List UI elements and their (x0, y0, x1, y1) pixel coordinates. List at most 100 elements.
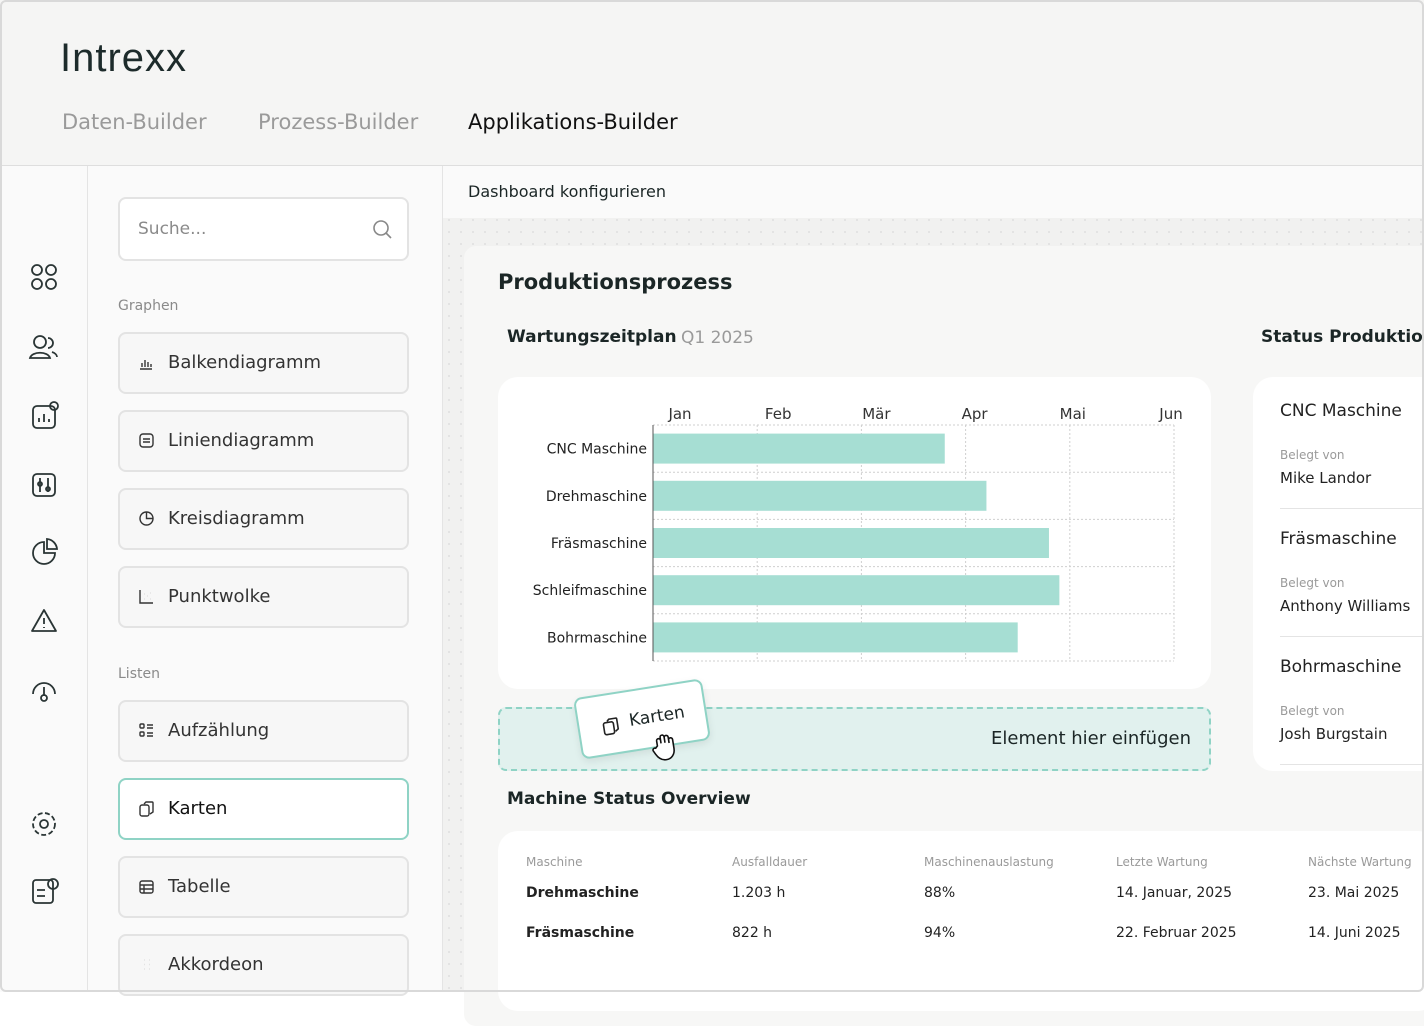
logo[interactable]: Intrexx (60, 36, 188, 80)
item-icon (139, 433, 154, 448)
table-cell: 94% (924, 925, 956, 941)
element-item[interactable]: Balkendiagramm (118, 332, 409, 394)
bar (653, 528, 1049, 558)
item-icon (139, 590, 153, 604)
status-name: Fräsmaschine (1280, 529, 1397, 549)
icon-tasks[interactable] (32, 878, 59, 904)
status-box: CNC Maschine Belegt von Mike Landor Fräsmas… (1253, 377, 1424, 771)
element-item[interactable]: Kreisdiagramm (118, 488, 409, 550)
y-tick-label: Schleifmaschine (533, 583, 647, 599)
table-cell: 88% (924, 885, 956, 901)
table-cell: Drehmaschine (526, 885, 639, 901)
x-tick-label: Feb (765, 405, 792, 423)
item-label: Balkendiagramm (168, 352, 322, 373)
page: Intrexx {"header": {"logo": "Intrexx", "… (0, 0, 1424, 996)
item-label: Karten (168, 798, 228, 819)
status-label: Belegt von (1280, 448, 1345, 462)
app: Intrexx Daten-Builder Prozess-Builder Ap… (0, 0, 1424, 996)
item-icon (140, 360, 152, 370)
table-header: Letzte Wartung (1116, 855, 1208, 869)
element-item[interactable]: Akkordeon (118, 934, 409, 996)
table-cell: 14. Juni 2025 (1308, 925, 1401, 941)
toolbar: Dashboard konfigurieren (443, 166, 1424, 218)
table-header: Maschinenauslastung (924, 855, 1054, 869)
card-icon (602, 717, 620, 736)
status-label: Belegt von (1280, 704, 1345, 718)
tab[interactable]: Prozess-Builder (258, 110, 419, 134)
table-header: Maschine (526, 855, 583, 869)
status-name: Bohrmaschine (1280, 657, 1402, 677)
y-tick-label: Bohrmaschine (547, 630, 647, 646)
table-title: Machine Status Overview (507, 789, 751, 809)
x-tick-label: Mai (1060, 405, 1086, 423)
status-person: Anthony Williams (1280, 597, 1411, 615)
tab-active[interactable]: Applikations-Builder (468, 110, 678, 134)
status-person: Mike Landor (1280, 469, 1372, 487)
item-label: Kreisdiagramm (168, 508, 305, 529)
item-label: Aufzählung (168, 720, 270, 741)
item-icon (144, 959, 150, 970)
item-icon (139, 511, 154, 526)
bar (653, 622, 1018, 653)
separator (1280, 636, 1424, 637)
header: Intrexx Daten-Builder Prozess-Builder Ap… (0, 0, 1424, 166)
table-header: Nächste Wartung (1308, 855, 1412, 869)
chart: Jan Feb Mär Apr Mai Jun CNC Maschine Drehmaschi… (533, 405, 1183, 662)
group-label: Listen (118, 666, 160, 682)
table-cell: 22. Februar 2025 (1116, 925, 1237, 941)
icon-users[interactable] (28, 335, 58, 359)
icon-gauge[interactable] (32, 682, 56, 702)
x-tick-label: Mär (862, 405, 891, 423)
search-placeholder: Suche... (138, 219, 207, 239)
chart-box: Jan Feb Mär Apr Mai Jun CNC Maschine Drehmaschi… (498, 377, 1211, 689)
table-header: Ausfalldauer (732, 855, 808, 869)
tab[interactable]: Daten-Builder (62, 110, 207, 134)
element-panel: Suche... Graphen Balkendiagramm Liniendiag… (88, 166, 443, 996)
element-item[interactable]: Karten (118, 778, 409, 840)
table-cell: 1.203 h (732, 885, 786, 901)
bar (653, 575, 1060, 606)
icon-apps[interactable] (31, 264, 57, 290)
icon-settings[interactable] (32, 812, 56, 836)
item-label: Akkordeon (168, 954, 264, 975)
bar (653, 433, 945, 464)
item-icon (139, 723, 153, 737)
icon-pie[interactable] (32, 538, 58, 565)
y-tick-label: Fräsmaschine (551, 536, 647, 552)
x-tick-label: Jan (667, 405, 691, 423)
separator (1280, 764, 1424, 765)
dragged-card[interactable]: Karten (572, 678, 712, 761)
rail-icons (28, 264, 59, 904)
icon-report[interactable] (32, 401, 59, 429)
icon-warning[interactable] (31, 609, 57, 632)
element-item[interactable]: Aufzählung (118, 700, 409, 762)
search-input[interactable]: Suche... (118, 197, 409, 261)
table-cell: 23. Mai 2025 (1308, 885, 1400, 901)
y-tick-label: Drehmaschine (546, 489, 647, 505)
dragged-card-label: Karten (627, 702, 687, 731)
x-tick-label: Apr (962, 405, 989, 423)
element-item[interactable]: Liniendiagramm (118, 410, 409, 472)
y-tick-label: CNC Maschine (547, 442, 647, 458)
section-period: Q1 2025 (681, 328, 754, 348)
search-icon (373, 220, 392, 239)
bar (653, 480, 987, 511)
item-label: Liniendiagramm (168, 430, 315, 451)
drop-zone-label: Element hier einfügen (991, 728, 1191, 749)
dashboard-title: Produktionsprozess (498, 270, 733, 294)
element-item[interactable]: Punktwolke (118, 566, 409, 628)
status-table: Maschine Ausfalldauer Maschinenauslastung L… (498, 831, 1424, 1011)
item-icon (139, 801, 154, 817)
section-title: Wartungszeitplan (507, 327, 677, 347)
status-person: Josh Burgstain (1280, 725, 1388, 743)
item-icon (139, 880, 154, 894)
element-item[interactable]: Tabelle (118, 856, 409, 918)
group-label: Graphen (118, 298, 179, 314)
status-label: Belegt von (1280, 576, 1345, 590)
hand-cursor (652, 734, 675, 761)
icon-rail (0, 166, 88, 992)
table-cell: 14. Januar, 2025 (1116, 885, 1233, 901)
item-label: Punktwolke (168, 586, 271, 607)
icon-process[interactable] (32, 473, 56, 497)
table-cell: 822 h (732, 925, 773, 941)
